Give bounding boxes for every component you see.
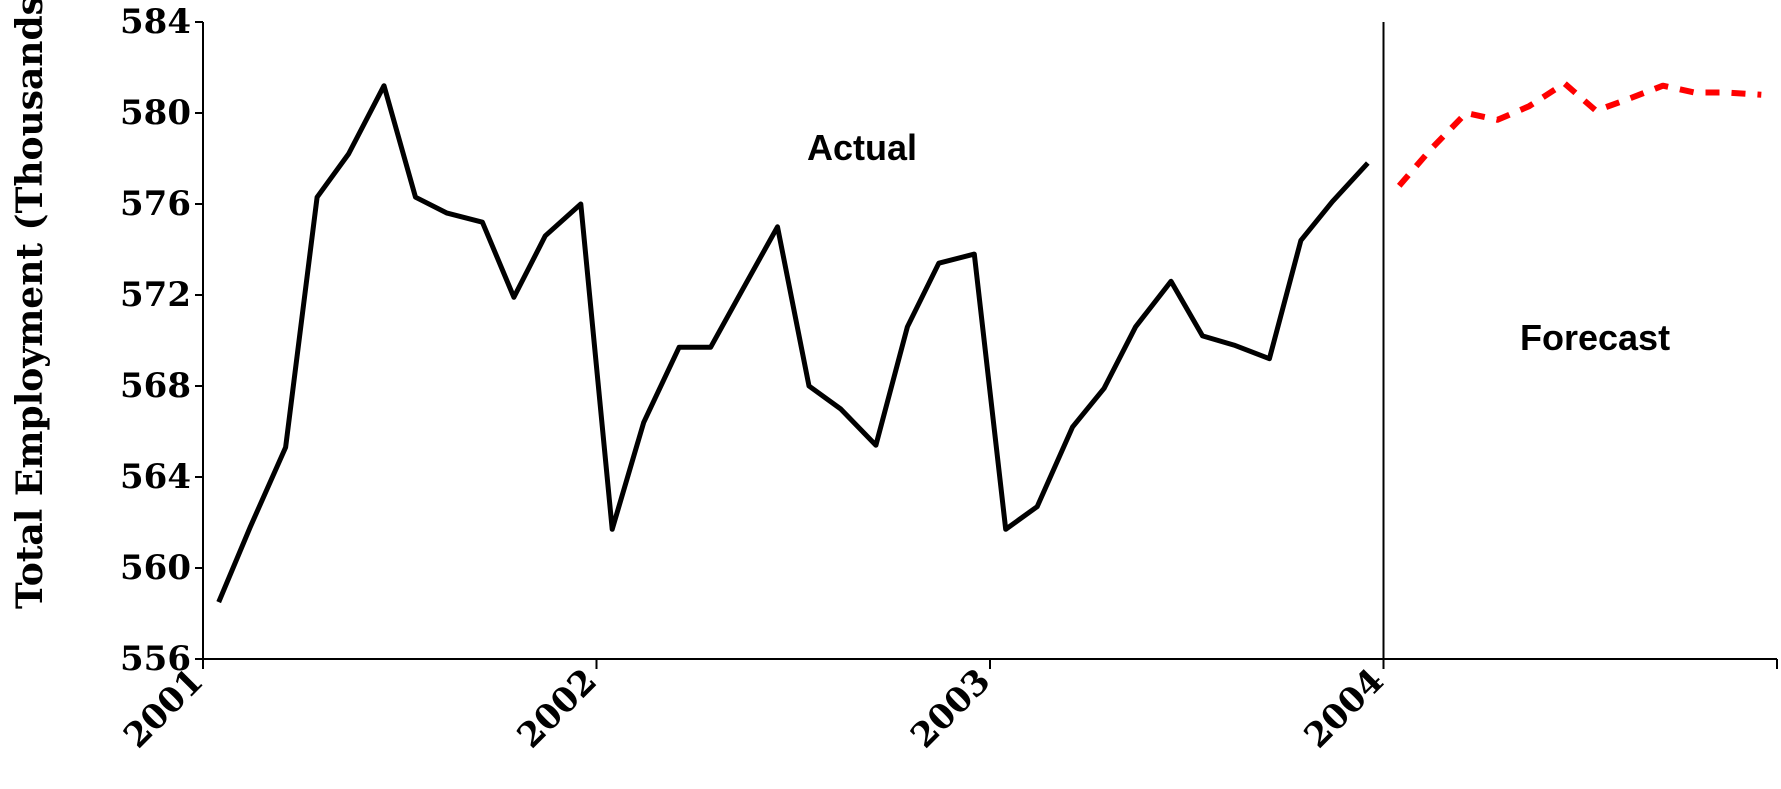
y-tick-label: 584 (120, 2, 191, 42)
y-tick-label: 560 (120, 548, 191, 588)
forecast-label: Forecast (1520, 317, 1670, 358)
y-tick-label: 556 (120, 639, 191, 679)
y-axis-title: Total Employment (Thousands (9, 0, 51, 609)
x-tick-label: 2004 (1297, 661, 1392, 756)
x-ticks: 2001 2002 2003 2004 (116, 659, 1778, 756)
actual-label: Actual (807, 127, 917, 168)
forecast-series-line (1396, 80, 1762, 188)
x-tick-label: 2003 (903, 661, 998, 756)
y-tick-label: 568 (120, 366, 191, 406)
series-layer (216, 80, 1762, 604)
y-tick-label: 572 (120, 275, 191, 315)
actual-series-line (216, 83, 1370, 604)
y-tick-label: 580 (120, 93, 191, 133)
y-ticks: 556 560 564 568 572 576 580 584 (120, 2, 203, 679)
y-tick-label: 576 (120, 184, 191, 224)
y-tick-label: 564 (120, 457, 191, 497)
x-tick-label: 2002 (510, 661, 605, 756)
